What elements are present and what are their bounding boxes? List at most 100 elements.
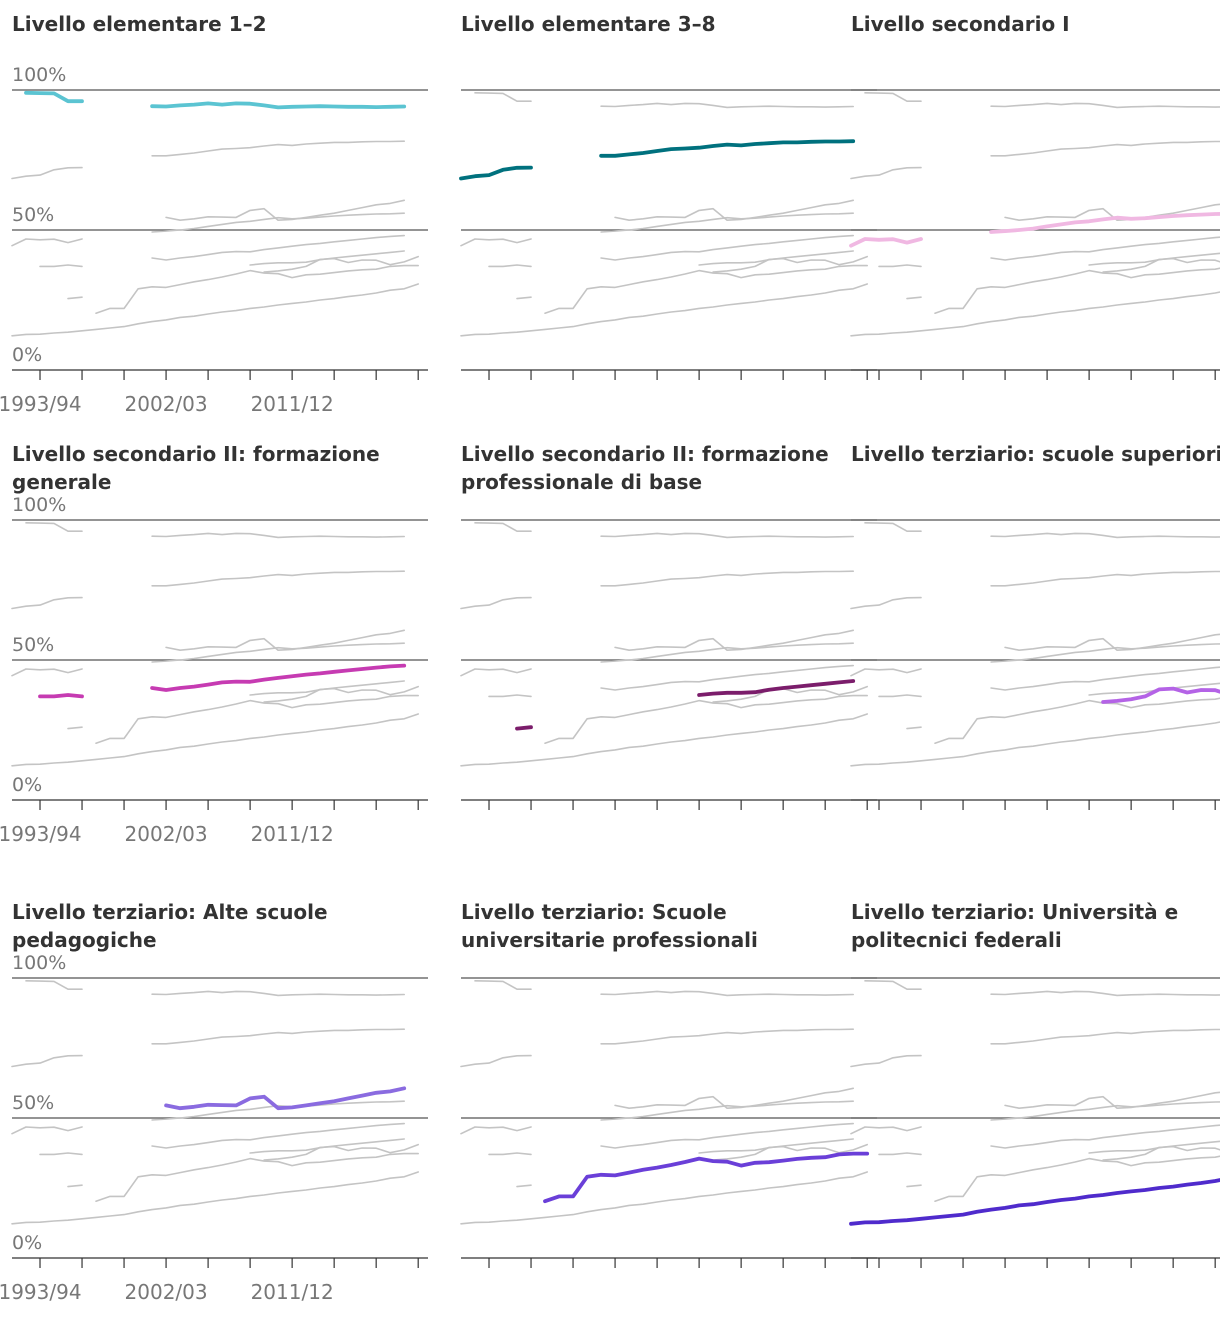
panel-livello-terziario-scuole-universitarie-professionali: Livello terziario: Scuole universitarie …	[460, 898, 881, 1338]
context-line-livello-terziario-scuole-superiori	[712, 1143, 868, 1161]
panel-title: Livello secondario II: formazione genera…	[12, 442, 380, 494]
x-tick-label: 2011/12	[251, 822, 334, 846]
y-tick-label: 100%	[12, 494, 66, 516]
context-line-livello-terziario-scuole-universitarie-professionali	[544, 694, 868, 744]
context-line-livello-elementare-3-8	[460, 570, 854, 610]
context-line-livello-elementare-1-2	[474, 980, 854, 997]
context-line-livello-terziario-scuole-superiori	[1102, 257, 1220, 273]
x-tick-label: 1993/94	[0, 1280, 82, 1304]
highlight-line-livello-elementare-1-2	[24, 90, 407, 110]
context-line-livello-elementare-1-2	[864, 92, 1220, 109]
panel-livello-elementare-3-8: Livello elementare 3–8	[459, 10, 881, 450]
context-line-livello-elementare-1-2	[864, 522, 1220, 539]
highlight-line-livello-secondario-ii-formazione-professionale-di-base	[515, 679, 856, 731]
panel-plot	[459, 89, 877, 380]
panel-livello-secondario-ii-formazione-professionale-di-base: Livello secondario II: formazione profes…	[460, 440, 881, 880]
context-line-livello-elementare-1-2	[25, 522, 405, 539]
context-line-livello-terziario-scuole-superiori	[263, 1143, 419, 1161]
y-tick-label: 50%	[12, 634, 54, 656]
y-tick-label: 0%	[12, 1232, 42, 1254]
panel-title: Livello terziario: Alte scuole pedagogic…	[12, 900, 328, 952]
y-tick-label: 0%	[12, 774, 42, 796]
context-line-livello-terziario-universita-e-politecnici-federali	[460, 283, 868, 337]
context-line-livello-secondario-i	[460, 212, 854, 247]
x-tick-label: 2002/03	[125, 392, 208, 416]
y-tick-label: 100%	[12, 64, 66, 86]
context-line-livello-terziario-alte-scuole-pedagogiche	[1004, 633, 1220, 651]
context-line-livello-terziario-scuole-universitarie-professionali	[934, 697, 1220, 744]
context-line-livello-terziario-scuole-universitarie-professionali	[934, 267, 1220, 314]
panel-title: Livello secondario I	[851, 12, 1070, 36]
context-line-livello-terziario-scuole-superiori	[1102, 1145, 1220, 1161]
x-tick-label: 2002/03	[125, 1280, 208, 1304]
panel-livello-terziario-alte-scuole-pedagogiche: Livello terziario: Alte scuole pedagogic…	[0, 898, 432, 1338]
panel-plot	[460, 519, 877, 810]
highlight-line-livello-secondario-i	[849, 212, 1220, 248]
context-line-livello-secondario-ii-formazione-generale	[878, 1124, 1220, 1156]
context-line-livello-terziario-scuole-universitarie-professionali	[95, 694, 419, 744]
context-line-livello-secondario-ii-formazione-generale	[878, 236, 1220, 268]
context-line-livello-terziario-scuole-universitarie-professionali	[934, 1155, 1220, 1202]
context-line-livello-elementare-3-8	[11, 1028, 405, 1068]
panel-plot	[849, 977, 1220, 1268]
context-line-livello-terziario-universita-e-politecnici-federali	[460, 1171, 868, 1225]
panel-plot: 0% 50% 100% 1993/94 2002/03 2011/12	[0, 952, 428, 1304]
panel-livello-terziario-universita-e-politecnici-federali: Livello terziario: Università e politecn…	[849, 898, 1220, 1338]
panel-title: Livello elementare 3–8	[461, 12, 716, 36]
context-line-livello-elementare-1-2	[25, 980, 405, 997]
panel-livello-terziario-scuole-superiori: Livello terziario: scuole superiori	[850, 440, 1220, 880]
highlight-line-livello-terziario-universita-e-politecnici-federali	[849, 1178, 1220, 1226]
context-line-livello-secondario-i	[850, 643, 1220, 677]
context-line-livello-terziario-universita-e-politecnici-federali	[460, 713, 868, 767]
panel-title: Livello secondario II: formazione profes…	[461, 442, 829, 494]
panel-title: Livello terziario: Università e politecn…	[851, 900, 1179, 952]
context-line-livello-terziario-universita-e-politecnici-federali	[11, 713, 419, 767]
x-tick-label: 2011/12	[251, 392, 334, 416]
panel-plot: 0% 50% 100% 1993/94 2002/03 2011/12	[0, 494, 428, 846]
context-line-livello-terziario-scuole-superiori	[712, 255, 868, 273]
context-line-livello-secondario-ii-formazione-generale	[488, 234, 854, 268]
x-tick-label: 2011/12	[251, 1280, 334, 1304]
panel-plot: 0% 50% 100% 1993/94 2002/03 2011/12	[0, 64, 428, 416]
context-line-livello-secondario-i	[460, 1100, 854, 1135]
y-tick-label: 50%	[12, 1092, 54, 1114]
context-line-livello-terziario-scuole-universitarie-professionali	[95, 1152, 419, 1202]
context-line-livello-secondario-ii-formazione-generale	[488, 664, 854, 698]
panel-title: Livello elementare 1–2	[12, 12, 267, 36]
x-tick-label: 1993/94	[0, 392, 82, 416]
context-line-livello-terziario-alte-scuole-pedagogiche	[165, 629, 405, 651]
y-tick-label: 0%	[12, 344, 42, 366]
context-line-livello-elementare-3-8	[11, 140, 405, 180]
context-line-livello-terziario-alte-scuole-pedagogiche	[614, 1087, 854, 1109]
panel-plot	[850, 519, 1220, 810]
context-line-livello-elementare-3-8	[850, 1028, 1220, 1068]
context-line-livello-terziario-universita-e-politecnici-federali	[850, 291, 1220, 337]
context-line-livello-terziario-alte-scuole-pedagogiche	[165, 199, 405, 221]
context-line-livello-terziario-universita-e-politecnici-federali	[850, 721, 1220, 767]
context-line-livello-secondario-i	[850, 1101, 1220, 1135]
context-line-livello-elementare-3-8	[850, 570, 1220, 610]
context-line-livello-secondario-ii-formazione-generale	[39, 234, 405, 268]
context-line-livello-terziario-scuole-superiori	[263, 685, 419, 703]
panel-title: Livello terziario: Scuole universitarie …	[461, 900, 758, 952]
highlight-line-livello-terziario-scuole-universitarie-professionali	[543, 1151, 870, 1204]
highlight-line-livello-elementare-3-8	[459, 139, 856, 181]
context-line-livello-elementare-3-8	[11, 570, 405, 610]
y-tick-label: 50%	[12, 204, 54, 226]
x-tick-label: 1993/94	[0, 822, 82, 846]
y-tick-label: 100%	[12, 952, 66, 974]
panel-plot	[460, 977, 877, 1268]
panel-title: Livello terziario: scuole superiori	[851, 442, 1220, 466]
highlight-line-livello-terziario-scuole-superiori	[1101, 686, 1220, 704]
context-line-livello-secondario-i	[11, 642, 405, 677]
context-line-livello-terziario-scuole-universitarie-professionali	[544, 264, 868, 314]
context-line-livello-terziario-scuole-superiori	[263, 255, 419, 273]
context-line-livello-secondario-i	[460, 642, 854, 677]
highlight-line-livello-secondario-ii-formazione-generale	[38, 663, 407, 699]
context-line-livello-secondario-ii-formazione-generale	[488, 1122, 854, 1156]
panel-livello-secondario-i: Livello secondario I	[849, 10, 1220, 450]
context-line-livello-secondario-i	[11, 212, 405, 247]
highlight-line-livello-terziario-alte-scuole-pedagogiche	[164, 1086, 407, 1111]
context-line-livello-elementare-3-8	[850, 140, 1220, 180]
context-line-livello-elementare-1-2	[864, 980, 1220, 997]
